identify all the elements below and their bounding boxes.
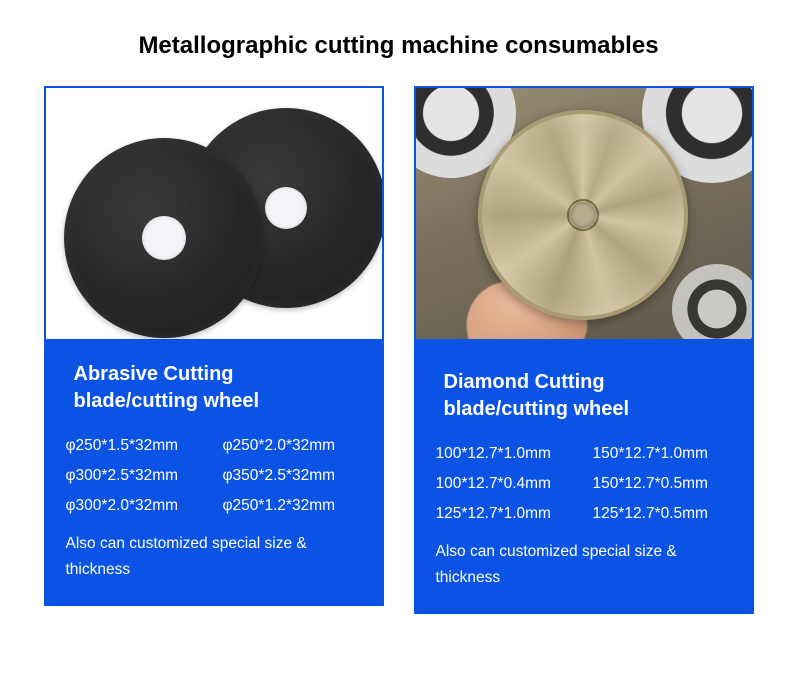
- title-line: blade/cutting wheel: [444, 398, 630, 420]
- spec-item: 100*12.7*0.4mm: [436, 475, 575, 493]
- product-title-diamond: Diamond Cutting blade/cutting wheel: [436, 369, 732, 423]
- product-card-diamond: Diamond Cutting blade/cutting wheel 100*…: [414, 86, 754, 614]
- product-image-diamond: [414, 86, 754, 341]
- diamond-disc: [478, 110, 688, 320]
- spec-grid-abrasive: φ250*1.5*32mm φ250*2.0*32mm φ300*2.5*32m…: [66, 437, 362, 515]
- spec-item: 150*12.7*0.5mm: [593, 475, 732, 493]
- spec-item: 125*12.7*0.5mm: [593, 505, 732, 523]
- background-wheel-icon: [672, 264, 754, 341]
- title-line: Abrasive Cutting: [74, 363, 234, 385]
- title-line: Diamond Cutting: [444, 371, 605, 393]
- spec-item: φ300*2.5*32mm: [66, 467, 205, 485]
- page-title: Metallographic cutting machine consumabl…: [0, 0, 797, 86]
- spec-item: φ350*2.5*32mm: [223, 467, 362, 485]
- spec-item: 125*12.7*1.0mm: [436, 505, 575, 523]
- spec-item: φ250*1.5*32mm: [66, 437, 205, 455]
- custom-note-diamond: Also can customized special size & thick…: [436, 539, 732, 592]
- spec-item: φ250*2.0*32mm: [223, 437, 362, 455]
- product-card-abrasive: Abrasive Cutting blade/cutting wheel φ25…: [44, 86, 384, 614]
- product-title-abrasive: Abrasive Cutting blade/cutting wheel: [66, 361, 362, 415]
- diamond-disc-illustration: [416, 88, 752, 339]
- spec-item: φ250*1.2*32mm: [223, 497, 362, 515]
- product-image-abrasive: [44, 86, 384, 341]
- spec-grid-diamond: 100*12.7*1.0mm 150*12.7*1.0mm 100*12.7*0…: [436, 445, 732, 523]
- spec-item: 150*12.7*1.0mm: [593, 445, 732, 463]
- spec-item: 100*12.7*1.0mm: [436, 445, 575, 463]
- spec-item: φ300*2.0*32mm: [66, 497, 205, 515]
- custom-note-abrasive: Also can customized special size & thick…: [66, 531, 362, 584]
- product-info-diamond: Diamond Cutting blade/cutting wheel 100*…: [414, 341, 754, 614]
- product-cards-row: Abrasive Cutting blade/cutting wheel φ25…: [0, 86, 797, 614]
- product-info-abrasive: Abrasive Cutting blade/cutting wheel φ25…: [44, 341, 384, 606]
- abrasive-disc-front: [64, 138, 264, 338]
- title-line: blade/cutting wheel: [74, 390, 260, 412]
- abrasive-discs-illustration: [46, 88, 382, 339]
